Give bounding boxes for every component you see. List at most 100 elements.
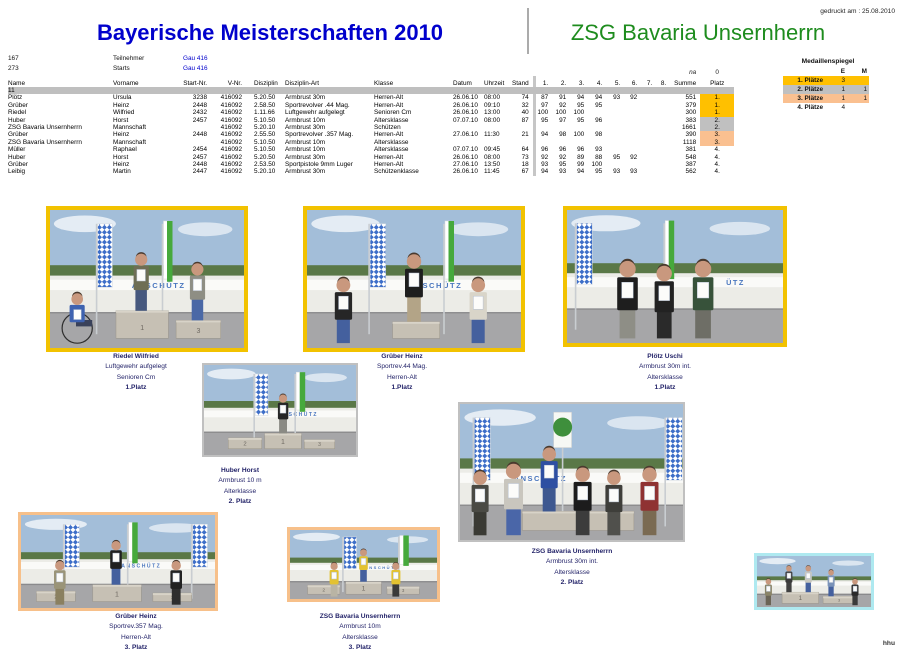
- table-cell: 09:45: [484, 146, 500, 154]
- table-cell: 95: [595, 101, 603, 109]
- table-cell: 93: [559, 168, 567, 176]
- table-cell: Altersklasse: [374, 146, 409, 154]
- printed-date-label: gedruckt am : 25.08.2010: [820, 8, 895, 15]
- table-cell: 2448: [192, 101, 207, 109]
- table-cell: 64: [521, 146, 529, 154]
- table-cell: 4.: [714, 168, 720, 176]
- table-cell: Riedel: [8, 109, 27, 117]
- table-row: ZSG Bavaria Unsernherrn Mannschaft 416092 5…: [8, 124, 735, 132]
- caption-line: Armbrust 30m int.: [638, 363, 692, 371]
- caption-line: Sportrev.357 Mag.: [109, 623, 163, 631]
- table-cell: Schützen: [374, 124, 401, 132]
- table-cell: Altersklasse: [374, 138, 409, 146]
- table-cell: 100: [573, 109, 585, 117]
- svg-text:1: 1: [115, 592, 119, 599]
- table-cell: 88: [595, 153, 603, 161]
- table-cell: 40: [521, 109, 529, 117]
- table-cell: 94: [595, 94, 603, 102]
- table-cell: 1.11.66: [254, 109, 275, 117]
- table-cell: 1118: [682, 138, 697, 146]
- column-header: Klasse: [374, 79, 394, 87]
- group-band-row: 11: [8, 87, 735, 95]
- superheader-na: na: [689, 68, 697, 76]
- medal-row: 4. Plätze 4: [783, 103, 869, 112]
- table-cell: 416092: [220, 168, 242, 176]
- table-cell: 1.: [700, 109, 735, 117]
- table-cell: Herren-Alt: [374, 161, 404, 169]
- table-cell: 2447: [192, 168, 207, 176]
- table-cell: 96: [577, 146, 585, 154]
- caption-line: 2. Platz: [228, 498, 252, 506]
- table-cell: 387: [685, 161, 697, 169]
- medal-row: 3. Plätze 1 1: [783, 94, 869, 103]
- table-row: Huber Horst 2457 416092 5.20.50 Armbrust 30m H…: [8, 153, 734, 162]
- table-cell: Mannschaft: [113, 124, 147, 132]
- caption-line: 1.Platz: [391, 384, 413, 392]
- table-cell: 5.20.50: [254, 153, 276, 161]
- svg-text:3: 3: [196, 328, 200, 335]
- table-cell: Grüber: [8, 131, 28, 139]
- table-cell: 416092: [220, 153, 242, 161]
- table-cell: 94: [532, 168, 553, 176]
- table-cell: 5.10.50: [254, 116, 276, 124]
- column-header: 8.: [660, 79, 667, 87]
- table-cell: Heinz: [113, 131, 130, 139]
- table-cell: 100: [573, 131, 585, 139]
- svg-text:2: 2: [243, 442, 246, 448]
- table-row: Plötz Ursula 3238 416092 5.20.50 Armbrust 30m…: [8, 94, 735, 102]
- medal-cell: 1: [847, 85, 869, 94]
- table-row: Huber Horst 2457 416092 5.10.50 Armbrust 10m A…: [8, 116, 735, 125]
- photo-caption: ZSG Bavaria Unsernherrn Armbrust 30m int.…: [487, 547, 657, 589]
- table-cell: 92: [630, 94, 638, 102]
- table-cell: 95: [613, 153, 621, 161]
- table-cell: 89: [577, 153, 585, 161]
- table-cell: 2457: [192, 116, 207, 124]
- caption-line: 2. Platz: [560, 579, 584, 587]
- table-cell: 08:00: [484, 153, 500, 161]
- table-cell: 87: [532, 94, 553, 102]
- table-cell: 95: [577, 116, 585, 124]
- medal-cell: 1: [827, 85, 847, 94]
- column-header: 3.: [578, 79, 585, 87]
- medal-column-header: E: [840, 68, 845, 75]
- table-cell: 2.55.50: [254, 131, 276, 139]
- table-row: ZSG Bavaria Unsernherrn Mannschaft 416092 5…: [8, 138, 735, 147]
- photo-zsg-armbrust10m: NSCHÜTZ 2 1 3: [287, 527, 440, 602]
- table-cell: Müller: [8, 146, 26, 154]
- caption-name: Huber Horst: [220, 467, 260, 474]
- table-cell: 92: [532, 153, 553, 162]
- table-cell: Heinz: [113, 161, 130, 169]
- svg-text:ÜTZ: ÜTZ: [726, 278, 745, 287]
- table-cell: 26.06.10: [453, 153, 478, 161]
- svg-text:ANSCHÜTZ: ANSCHÜTZ: [409, 281, 463, 290]
- table-cell: 548: [685, 153, 697, 161]
- table-cell: Herren-Alt: [374, 131, 404, 139]
- caption-line: Altersklasse: [647, 373, 683, 381]
- table-cell: Armbrust 10m: [285, 146, 326, 154]
- table-cell: 2454: [192, 146, 207, 154]
- table-cell: Sportpistole 9mm Luger: [285, 161, 353, 169]
- table-cell: Sportrevolver .44 Mag.: [285, 101, 350, 109]
- caption-line: Armbrust 30m int.: [545, 558, 599, 566]
- table-cell: 100: [591, 161, 603, 169]
- column-header: 7.: [646, 79, 653, 87]
- table-cell: 5.20.50: [254, 94, 276, 102]
- club-title: ZSG Bavaria Unsernherrn: [570, 20, 826, 45]
- table-cell: 379: [685, 101, 697, 109]
- table-cell: 99: [577, 161, 585, 169]
- table-cell: 100: [555, 109, 567, 117]
- caption-line: Alterklasse: [223, 487, 257, 495]
- caption-name: ZSG Bavaria Unsernherrn: [531, 548, 613, 555]
- table-cell: 91: [559, 94, 567, 102]
- table-cell: 2.58.50: [254, 101, 276, 109]
- caption-name: Grüber Heinz: [381, 353, 423, 360]
- table-cell: 416092: [220, 109, 242, 117]
- table-cell: 95: [559, 161, 567, 169]
- table-cell: 09:10: [484, 101, 500, 109]
- group-band-label: 11: [8, 87, 735, 95]
- table-cell: Armbrust 30m: [285, 153, 326, 161]
- table-cell: ZSG Bavaria Unsernherrn: [8, 138, 82, 146]
- table-cell: Raphael: [113, 146, 137, 154]
